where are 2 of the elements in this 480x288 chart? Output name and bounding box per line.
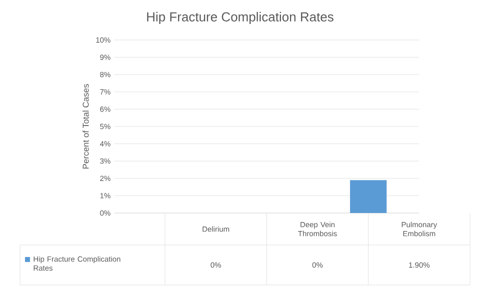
y-axis-title: Percent of Total Cases: [82, 84, 89, 169]
chart-title: Hip Fracture Complication Rates: [147, 12, 334, 24]
